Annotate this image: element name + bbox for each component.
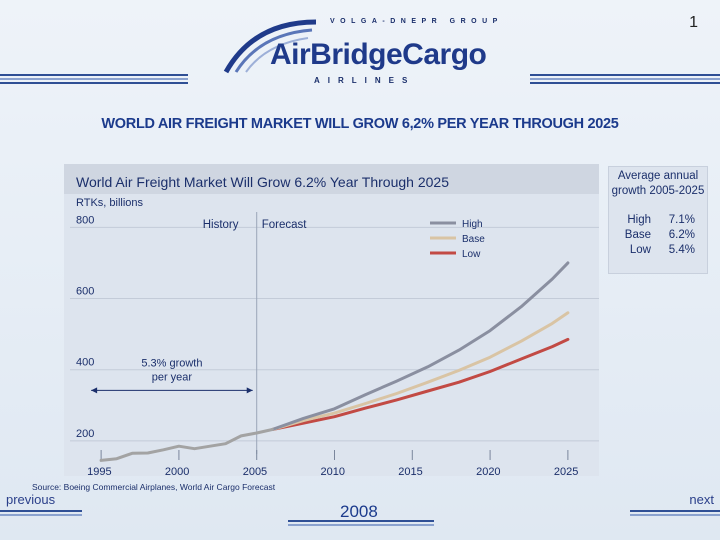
chart-container: World Air Freight Market Will Grow 6.2% … <box>64 164 599 476</box>
slide-title: WORLD AIR FREIGHT MARKET WILL GROW 6,2% … <box>101 116 619 132</box>
logo-airlines-text: AIRLINES <box>314 76 416 85</box>
series-line-base <box>270 311 570 431</box>
chart-header-bar <box>64 164 599 194</box>
legend-label-base: Base <box>462 234 485 245</box>
growth-note-line2: per year <box>152 371 193 383</box>
footer-stripes-left <box>0 510 82 522</box>
footer-stripes-right <box>630 510 720 522</box>
y-tick-label: 400 <box>76 357 94 369</box>
header-stripes-left <box>0 74 188 86</box>
page-number: 1 <box>689 14 698 31</box>
source-note: Source: Boeing Commercial Airplanes, Wor… <box>32 482 276 492</box>
x-tick-label: 2010 <box>321 466 345 476</box>
x-tick-label: 2020 <box>476 466 500 476</box>
series-line-high <box>270 261 570 431</box>
y-tick-label: 800 <box>76 214 94 226</box>
x-tick-label: 2015 <box>398 466 422 476</box>
average-growth-value: 5.4% <box>668 244 695 256</box>
logo-brand-text: AirBridgeCargo <box>270 38 487 71</box>
series-line-history <box>99 428 274 462</box>
logo-arc-icon <box>223 19 317 74</box>
growth-arrow-head-left <box>91 387 98 394</box>
average-growth-label: Base <box>624 229 651 241</box>
y-tick-label: 200 <box>76 428 94 440</box>
average-growth-value: 7.1% <box>668 214 695 226</box>
chart-y-axis-label: RTKs, billions <box>76 197 144 209</box>
logo-group-text: VOLGA-DNEPR GROUP <box>330 18 503 25</box>
history-label: History <box>203 219 239 231</box>
header-stripes-right <box>530 74 720 86</box>
legend-label-low: Low <box>462 249 481 260</box>
chart-title: World Air Freight Market Will Grow 6.2% … <box>76 174 449 190</box>
average-growth-title: Average annual growth 2005-2025 <box>611 170 705 197</box>
previous-link[interactable]: previous <box>6 492 56 507</box>
growth-arrow-head-right <box>246 387 253 394</box>
x-tick-label: 2000 <box>165 466 189 476</box>
x-tick-label: 1995 <box>87 466 111 476</box>
x-tick-label: 2005 <box>243 466 267 476</box>
average-growth-row-low: Low 5.4% <box>609 243 707 258</box>
legend-label-high: High <box>462 219 483 230</box>
next-link[interactable]: next <box>689 492 714 507</box>
average-growth-label: High <box>627 214 651 226</box>
company-logo: VOLGA-DNEPR GROUP AirBridgeCargo AIRLINE… <box>220 16 510 90</box>
year-badge: 2008 <box>340 502 378 521</box>
average-growth-value: 6.2% <box>668 229 695 241</box>
series-line-low <box>270 337 570 431</box>
growth-note-line1: 5.3% growth <box>141 357 202 369</box>
footer-stripes-center <box>288 520 434 532</box>
chart-plot: 800 600 400 200 1995 2000 2005 2010 2015 2020 2025… <box>70 212 599 476</box>
average-growth-label: Low <box>629 244 651 256</box>
average-growth-row-high: High 7.1% <box>609 213 707 228</box>
average-growth-row-base: Base 6.2% <box>609 228 707 243</box>
average-growth-panel: Average annual growth 2005-2025 High 7.1… <box>608 166 708 274</box>
y-tick-label: 600 <box>76 286 94 298</box>
forecast-label: Forecast <box>262 219 308 231</box>
x-tick-label: 2025 <box>554 466 578 476</box>
